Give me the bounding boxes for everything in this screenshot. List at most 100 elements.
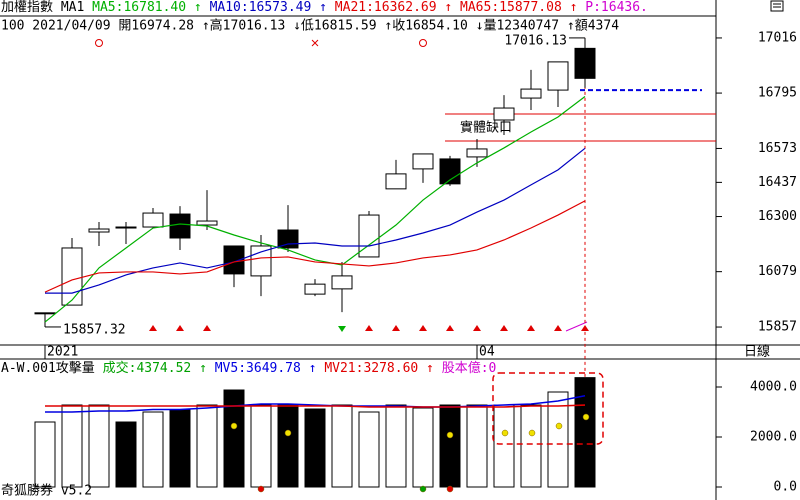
signal-circle	[95, 39, 103, 47]
volume-bar	[331, 404, 353, 488]
candle-body	[331, 275, 353, 290]
y-tick-label: 15857	[758, 320, 797, 335]
legend-entry: MV21:3278.60 ↑	[324, 361, 434, 376]
signal-dot	[230, 422, 238, 430]
candle-body	[574, 47, 596, 79]
volume-bar	[493, 404, 515, 488]
signal-triangle	[392, 325, 400, 331]
y-tick-label: 4000.0	[750, 380, 797, 395]
y-tick-label: 0.0	[774, 480, 797, 495]
header-item: 股本億:0	[442, 360, 497, 376]
header: 加權指數 MA1 MA5:16781.40 ↑ MA10:16573.49 ↑ …	[1, 0, 648, 15]
signal-triangle	[419, 325, 427, 331]
volume-bar	[466, 404, 488, 488]
signals	[95, 39, 427, 47]
volume-header: A-W.001攻擊量 成交:4374.52 ↑ MV5:3649.78 ↑ MV…	[1, 360, 496, 376]
volume-bar	[574, 377, 596, 488]
candle-body	[493, 107, 515, 121]
candle-body	[88, 228, 110, 233]
triangles	[149, 321, 589, 332]
candle-body	[439, 158, 461, 185]
signal-triangle	[365, 325, 373, 331]
legend-entry: MA21:16362.69 ↑	[335, 0, 452, 15]
signal-triangle	[527, 325, 535, 331]
candle-body	[115, 226, 137, 229]
volume-bar	[88, 404, 110, 488]
signal-triangle	[554, 325, 562, 331]
volume-bar	[304, 408, 326, 488]
y-tick-label: 16795	[758, 86, 797, 101]
candle-body	[196, 220, 218, 226]
highlight-box	[492, 372, 604, 445]
x-tick-label: 2021	[47, 345, 78, 360]
volume-bar	[61, 404, 83, 488]
volume-bar	[142, 411, 164, 488]
volume-bar	[223, 389, 245, 488]
window-button[interactable]	[770, 0, 784, 12]
chart-title: 加權指數	[1, 0, 53, 15]
volume-bar	[34, 421, 56, 488]
volume-signals	[230, 413, 590, 493]
signal-dot	[419, 485, 427, 493]
signal-dot	[501, 429, 509, 437]
volume-ma-line	[45, 404, 586, 408]
y-tick-label: 16300	[758, 209, 797, 224]
y-tick-label: 16079	[758, 264, 797, 279]
volume-bar	[439, 404, 461, 488]
signal-cross	[311, 39, 319, 47]
candle-body	[412, 153, 434, 170]
signal-triangle	[176, 325, 184, 331]
signal-triangle	[473, 325, 481, 331]
period-label: 日線	[744, 344, 770, 360]
candle-body	[142, 212, 164, 228]
candle-body	[277, 229, 299, 249]
signal-dot	[555, 422, 563, 430]
volume-bar	[277, 404, 299, 488]
signal-dot	[446, 485, 454, 493]
high-label: 17016.13	[504, 33, 567, 48]
signal-triangle	[446, 325, 454, 331]
candle-body	[169, 213, 191, 239]
signal-line	[565, 321, 588, 332]
candle-body	[304, 283, 326, 295]
volume-ma-line	[45, 394, 586, 413]
volume-bar	[115, 421, 137, 488]
signal-circle	[419, 39, 427, 47]
volume-bar	[169, 409, 191, 488]
candle-body	[520, 88, 542, 99]
volume-bar	[250, 404, 272, 488]
legend-entry: MV5:3649.78 ↑	[215, 361, 317, 376]
ma-line	[44, 95, 586, 323]
volume-bar	[520, 404, 542, 488]
info-line: 100 2021/04/09 開16974.28 ↑高17016.13 ↓低16…	[1, 18, 619, 34]
candle-body	[385, 173, 407, 190]
candle-body	[61, 247, 83, 306]
candle-body	[34, 312, 56, 315]
gap-label: 實體缺口	[460, 120, 512, 136]
volume-panel: A-W.001攻擊量 成交:4374.52 ↑ MV5:3649.78 ↑ MV…	[1, 360, 797, 499]
app-footer: 奇狐勝券 v5.2	[1, 483, 92, 499]
y-tick-label: 17016	[758, 30, 797, 45]
y-tick-label: 2000.0	[750, 430, 797, 445]
signal-dot	[528, 429, 536, 437]
signal-triangle	[338, 326, 346, 332]
low-label: 15857.32	[63, 322, 126, 337]
volume-bar	[358, 411, 380, 488]
signal-triangle	[149, 325, 157, 331]
legend-entry: MA10:16573.49 ↑	[210, 0, 327, 15]
header-item: MA65:15877.08 ↑	[460, 0, 577, 15]
volume-bar	[412, 407, 434, 488]
legend-entry: MA5:16781.40 ↑	[92, 0, 202, 15]
signal-triangle	[203, 325, 211, 331]
signal-dot	[446, 431, 454, 439]
y-tick-label: 16437	[758, 175, 797, 190]
volume-title: A-W.001攻擊量	[1, 360, 95, 376]
signal-triangle	[500, 325, 508, 331]
volume-bar	[196, 404, 218, 488]
ma-line	[45, 147, 586, 294]
volume-bar	[547, 391, 569, 488]
volume-bar	[385, 404, 407, 488]
main-panel: 加權指數 MA1 MA5:16781.40 ↑ MA10:16573.49 ↑ …	[1, 0, 797, 445]
x-tick-label: 04	[479, 345, 495, 360]
